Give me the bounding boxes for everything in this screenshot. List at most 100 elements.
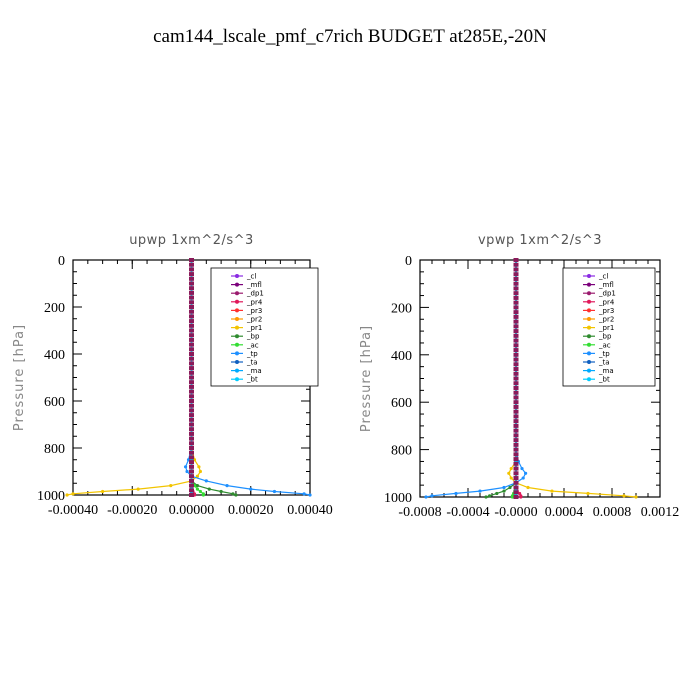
profile-level-marker: [513, 385, 519, 390]
profile-level-marker: [189, 290, 194, 295]
profile-level-marker: [513, 428, 519, 433]
profile-level-marker: [513, 305, 519, 310]
legend-entry: _dp1: [598, 290, 616, 298]
profile-level-marker: [513, 466, 519, 471]
legend-entry: _bt: [246, 376, 258, 384]
profile-level-marker: [189, 258, 194, 262]
profile-level-marker: [189, 436, 194, 441]
profile-level-marker: [189, 446, 194, 450]
data-point-bp: [207, 487, 211, 491]
profile-level-marker: [513, 267, 519, 272]
profile-level-marker: [513, 310, 519, 315]
legend-box: [210, 267, 319, 387]
profile-level-marker: [513, 419, 519, 424]
legend-marker: [235, 368, 239, 373]
data-point-tp: [185, 469, 189, 474]
profile-level-marker: [513, 461, 519, 466]
profile-level-marker: [513, 490, 519, 495]
legend-entry: _ma: [246, 367, 262, 375]
profile-level-marker: [189, 460, 194, 465]
data-point-bp: [234, 493, 238, 497]
profile-level-marker: [189, 319, 194, 324]
profile-level-marker: [513, 281, 519, 286]
x-tick-label: -0.0008: [398, 505, 441, 520]
data-point-pr1: [622, 494, 626, 498]
profile-level-marker: [189, 333, 194, 338]
profile-level-marker: [189, 281, 194, 286]
profile-level-marker: [513, 395, 519, 400]
profile-level-marker: [189, 300, 194, 305]
profile-level-marker: [513, 471, 519, 476]
profile-level-marker: [513, 362, 519, 367]
data-point-pr1: [550, 489, 554, 493]
data-point-bp: [488, 494, 492, 498]
legend-entry: _ta: [598, 359, 610, 367]
profile-level-marker: [513, 276, 519, 281]
profile-level-marker: [189, 399, 194, 403]
x-tick-label: 0.0008: [593, 505, 632, 520]
data-point-pr1: [136, 487, 140, 491]
legend-entry: _pr1: [598, 324, 614, 332]
profile-level-marker: [189, 464, 194, 469]
profile-level-marker: [189, 366, 194, 371]
profile-level-marker: [513, 452, 519, 457]
profile-level-marker: [513, 367, 519, 372]
data-point-pr1: [197, 465, 201, 469]
profile-level-marker: [513, 442, 519, 447]
x-tick-label: 0.0012: [641, 505, 680, 520]
profile-level-marker: [189, 455, 194, 460]
data-point-pr1: [586, 491, 590, 496]
x-tick-label: 0.00000: [169, 503, 215, 518]
legend-marker: [587, 299, 591, 304]
profile-level-marker: [513, 404, 519, 409]
profile-level-marker: [513, 390, 519, 395]
x-tick-label: 0.0004: [545, 505, 584, 520]
legend-entry: _cl: [598, 273, 608, 281]
legend-entry: _tp: [598, 350, 610, 358]
series-group: [424, 258, 638, 499]
data-point-pr1: [101, 489, 105, 494]
data-point-tp: [204, 479, 208, 483]
profile-level-marker: [513, 272, 519, 277]
data-point-tp: [225, 484, 229, 488]
y-tick-label: 1000: [384, 491, 412, 506]
legend-entry: _mfl: [246, 281, 262, 289]
profile-level-marker: [189, 314, 194, 319]
profile-level-marker: [189, 389, 194, 394]
legend-marker: [235, 334, 239, 339]
profile-level-marker: [189, 267, 194, 272]
y-axis-label: Pressure [hPa]: [359, 325, 374, 432]
profile-level-marker: [513, 433, 519, 438]
legend-entry: _pr4: [246, 298, 263, 306]
panel-title: vpwp 1xm^2/s^3: [478, 233, 602, 248]
profile-level-marker: [513, 495, 519, 499]
profile-level-marker: [189, 375, 194, 380]
profile-level-marker: [189, 488, 194, 493]
legend-marker: [235, 377, 239, 382]
profile-level-marker: [189, 272, 194, 277]
legend-marker: [587, 317, 591, 321]
profile-level-marker: [189, 483, 194, 488]
profile-level-marker: [513, 314, 519, 319]
data-point-bp: [219, 489, 223, 494]
data-point-bp: [195, 484, 200, 488]
data-point-pr1: [65, 493, 69, 497]
profile-level-marker: [513, 329, 519, 334]
profile-level-marker: [189, 356, 194, 361]
data-point-tp: [454, 491, 458, 496]
profile-level-marker: [189, 441, 194, 446]
x-tick-label: -0.00040: [48, 503, 98, 518]
profile-level-marker: [189, 305, 194, 309]
legend-marker: [587, 274, 591, 278]
data-point-pr1: [198, 469, 202, 474]
profile-level-marker: [513, 338, 519, 343]
data-point-ac: [195, 487, 200, 491]
legend-marker: [235, 351, 239, 356]
legend-entry: _pr2: [598, 316, 614, 324]
data-point-tp: [502, 485, 506, 490]
profile-level-marker: [189, 394, 194, 399]
profile-level-marker: [513, 457, 519, 462]
legend-marker: [587, 351, 591, 356]
data-point-ac: [198, 489, 202, 494]
profile-level-marker: [189, 370, 194, 375]
